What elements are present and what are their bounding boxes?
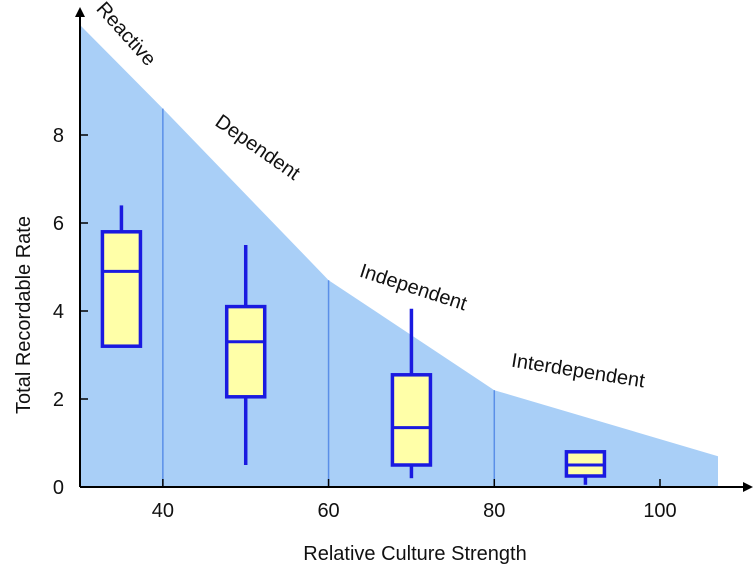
box-1 — [100, 205, 143, 348]
y-tick-label: 4 — [53, 301, 64, 323]
y-tick-label: 6 — [53, 213, 64, 235]
y-tick-label: 0 — [53, 477, 64, 499]
x-axis-title: Relative Culture Strength — [303, 543, 526, 565]
y-tick-label: 2 — [53, 389, 64, 411]
box-body — [100, 230, 143, 348]
x-tick-label: 40 — [152, 500, 174, 522]
stage-label-independent: Independent — [357, 260, 470, 315]
y-tick-label: 8 — [53, 125, 64, 147]
box-2 — [224, 245, 267, 465]
y-axis-title: Total Recordable Rate — [13, 216, 35, 414]
box-3 — [390, 308, 433, 479]
x-tick-label: 100 — [643, 500, 676, 522]
box-body — [224, 304, 267, 399]
x-tick-label: 60 — [317, 500, 339, 522]
box-body — [390, 373, 433, 467]
x-tick-label: 80 — [483, 500, 505, 522]
box-4 — [564, 450, 607, 485]
stage-label-interdependent: Interdependent — [510, 350, 647, 393]
